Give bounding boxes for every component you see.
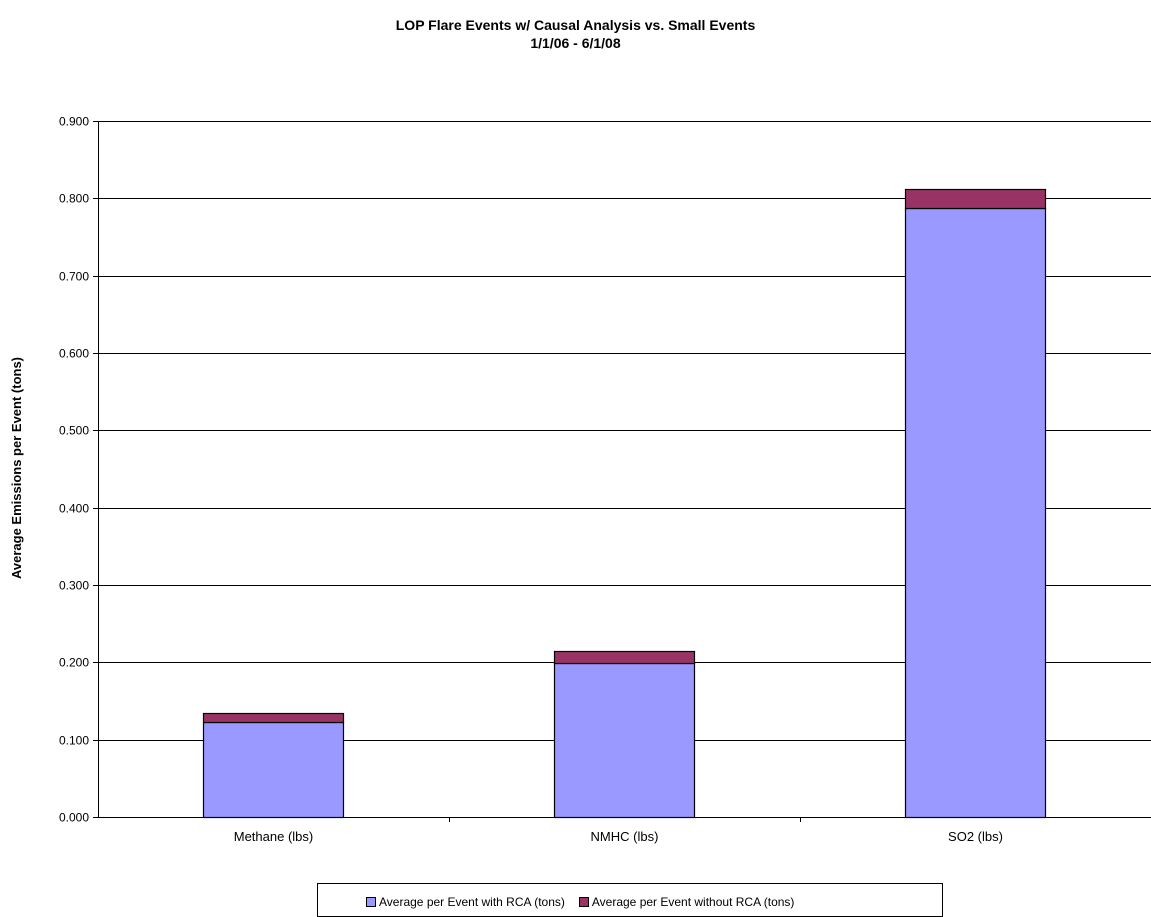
chart-plot-area: 0.000 0.100 0.200 0.300 0.400 0.500 0.600 0.700… xyxy=(9,115,1151,844)
chart-subtitle: 1/1/06 - 6/1/08 xyxy=(530,35,621,51)
legend-swatch-without-rca xyxy=(578,897,589,907)
bar-without-rca xyxy=(904,188,1047,210)
y-tick-label: 0.900 xyxy=(59,115,89,129)
y-axis-label: Average Emissions per Event (tons) xyxy=(9,357,24,579)
y-tick-label: 0.300 xyxy=(59,579,89,593)
chart-title: LOP Flare Events w/ Causal Analysis vs. … xyxy=(395,17,756,33)
y-tick-label: 0.400 xyxy=(59,502,89,516)
legend-label-without-rca: Average per Event without RCA (tons) xyxy=(591,895,795,909)
legend-item-with-rca: Average per Event with RCA (tons) xyxy=(366,895,565,909)
axes: 0.000 0.100 0.200 0.300 0.400 0.500 0.600 0.700… xyxy=(59,115,1151,844)
y-tick-label: 0.100 xyxy=(59,734,89,748)
y-tick-label: 0.200 xyxy=(59,656,89,670)
legend-item-without-rca: Average per Event without RCA (tons) xyxy=(578,895,795,909)
bar-without-rca xyxy=(202,712,345,724)
bar-without-rca xyxy=(553,650,696,665)
bars xyxy=(202,188,1047,819)
y-tick-label: 0.700 xyxy=(59,270,89,284)
x-tick-label: Methane (lbs) xyxy=(234,829,313,844)
y-tick-label: 0.000 xyxy=(59,811,89,825)
y-tick-label: 0.600 xyxy=(59,347,89,361)
y-tick-label: 0.800 xyxy=(59,192,89,206)
y-tick-label: 0.500 xyxy=(59,424,89,438)
bar-with-rca xyxy=(553,662,696,819)
x-tick-label: NMHC (lbs) xyxy=(591,829,659,844)
legend-label-with-rca: Average per Event with RCA (tons) xyxy=(379,895,565,909)
bar-with-rca xyxy=(202,721,345,819)
legend-swatch-with-rca xyxy=(366,897,376,907)
legend: Average per Event with RCA (tons) Averag… xyxy=(317,883,943,917)
bar-with-rca xyxy=(904,207,1047,819)
x-tick-label: SO2 (lbs) xyxy=(948,829,1003,844)
